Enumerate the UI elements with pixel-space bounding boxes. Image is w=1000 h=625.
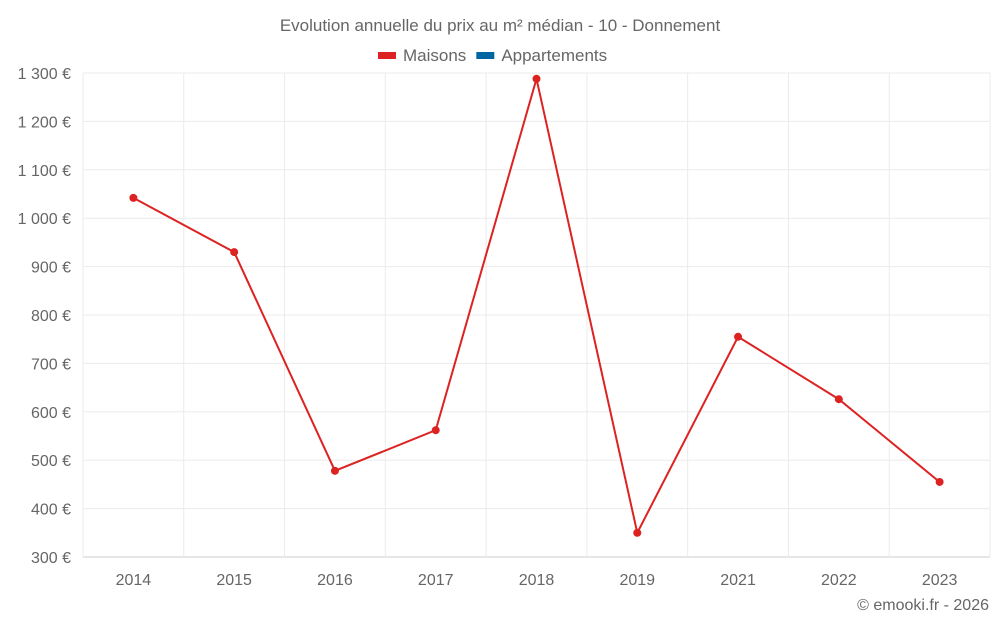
legend-swatch	[378, 52, 396, 59]
legend-label: Appartements	[501, 46, 607, 65]
y-tick-label: 300 €	[31, 550, 71, 567]
y-tick-label: 700 €	[31, 356, 71, 373]
data-point	[633, 528, 642, 537]
series	[129, 74, 944, 537]
data-point	[834, 395, 843, 404]
y-tick-label: 1 000 €	[18, 211, 71, 228]
y-tick-label: 1 100 €	[18, 163, 71, 180]
y-tick-label: 600 €	[31, 405, 71, 422]
x-tick-label: 2022	[821, 572, 857, 589]
x-tick-label: 2015	[216, 572, 252, 589]
x-tick-label: 2018	[519, 572, 555, 589]
x-tick-label: 2014	[116, 572, 152, 589]
legend: Maisons Appartements	[378, 46, 607, 65]
y-tick-label: 400 €	[31, 502, 71, 519]
y-tick-label: 800 €	[31, 308, 71, 325]
data-point	[431, 426, 440, 435]
y-tick-label: 1 200 €	[18, 114, 71, 131]
series-line-maisons	[132, 78, 941, 536]
x-tick-label: 2019	[619, 572, 655, 589]
data-point	[935, 477, 944, 486]
legend-swatch	[476, 52, 495, 59]
x-tick-label: 2021	[720, 572, 756, 589]
legend-label: Maisons	[403, 46, 466, 65]
footer-credit: © emooki.fr - 2026	[857, 597, 989, 614]
y-tick-label: 900 €	[31, 260, 71, 277]
x-tick-label: 2017	[418, 572, 454, 589]
y-tick-label: 1 300 €	[18, 66, 71, 83]
grid	[82, 72, 991, 558]
x-axis: 2014 2015 2016 2017 2018 2019 2021 2022 2023	[116, 572, 958, 589]
data-point	[330, 466, 339, 475]
data-point	[532, 74, 541, 83]
data-point	[230, 248, 239, 257]
y-tick-label: 500 €	[31, 453, 71, 470]
y-axis: 300 € 400 € 500 € 600 € 700 € 800 € 900 € 1 000…	[18, 66, 71, 567]
x-tick-label: 2023	[922, 572, 958, 589]
data-point	[129, 193, 138, 202]
chart-title: Evolution annuelle du prix au m² médian …	[280, 16, 721, 35]
x-tick-label: 2016	[317, 572, 353, 589]
data-point	[734, 332, 743, 341]
